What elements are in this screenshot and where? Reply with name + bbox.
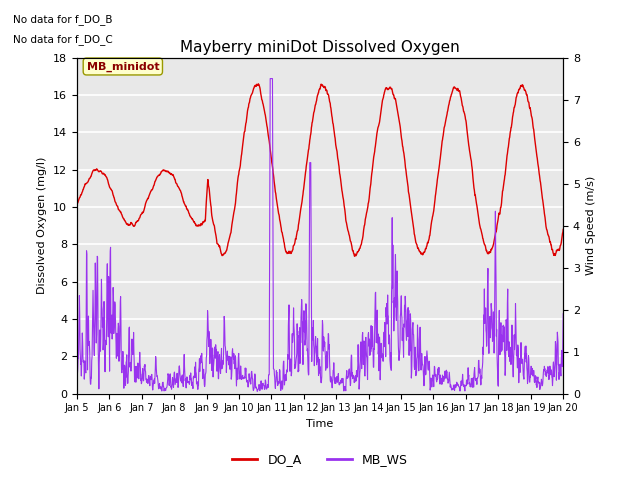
Title: Mayberry miniDot Dissolved Oxygen: Mayberry miniDot Dissolved Oxygen [180,40,460,55]
X-axis label: Time: Time [307,419,333,429]
Text: No data for f_DO_C: No data for f_DO_C [13,34,113,45]
Text: MB_minidot: MB_minidot [86,61,159,72]
Y-axis label: Dissolved Oxygen (mg/l): Dissolved Oxygen (mg/l) [37,157,47,294]
Y-axis label: Wind Speed (m/s): Wind Speed (m/s) [586,176,596,275]
Legend: DO_A, MB_WS: DO_A, MB_WS [227,448,413,471]
Text: No data for f_DO_B: No data for f_DO_B [13,14,112,25]
